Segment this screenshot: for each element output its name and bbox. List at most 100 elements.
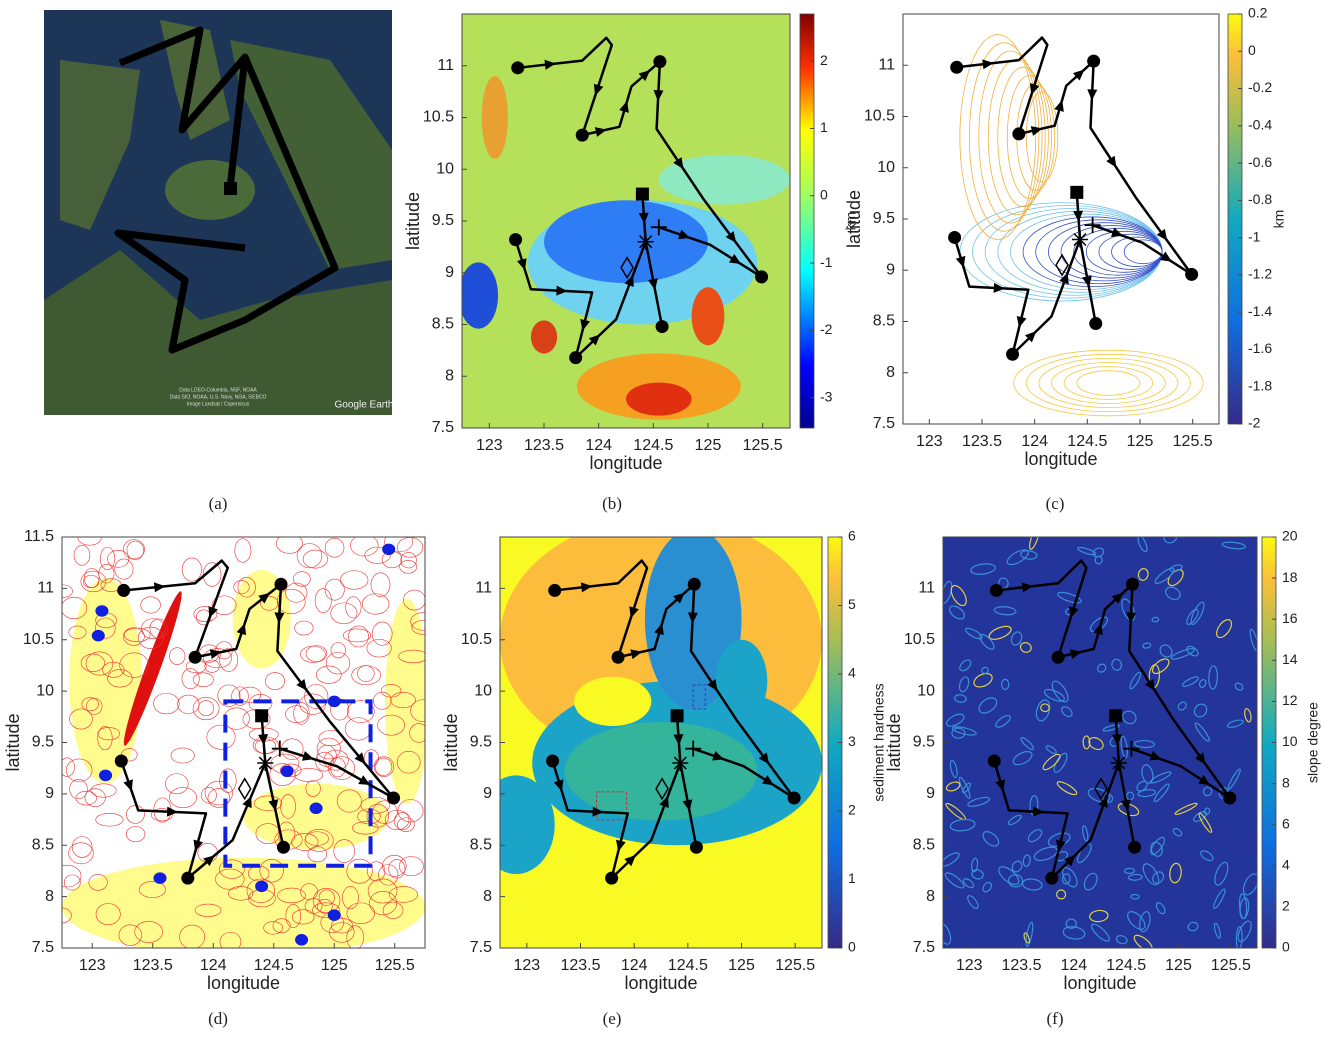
colorbar-tick-label: -1 [1248, 228, 1261, 244]
x-tick-label: 125 [1127, 433, 1154, 450]
plot-area [903, 14, 1219, 424]
colorbar-tick-label: 20 [1282, 528, 1298, 544]
waypoint [653, 55, 666, 68]
colorbar-tick-label: 0 [820, 186, 828, 202]
waypoint [576, 129, 589, 142]
y-tick-label: 9 [483, 785, 492, 802]
colorbar-tick-label: 12 [1282, 692, 1298, 708]
y-tick-label: 9.5 [913, 734, 935, 751]
x-axis-label: longitude [1024, 449, 1097, 469]
background-texture [574, 677, 651, 726]
y-tick-label: 8.5 [470, 836, 492, 853]
colorbar-tick-label: 1 [848, 870, 856, 886]
colorbar-tick-label: 1 [820, 119, 828, 135]
x-tick-label: 123.5 [1001, 957, 1041, 974]
y-tick-label: 11 [878, 56, 895, 73]
colorbar-tick-label: -1.6 [1248, 340, 1272, 356]
background-texture [716, 640, 768, 722]
background-texture [531, 320, 557, 353]
x-tick-label: 124.5 [1106, 957, 1146, 974]
waypoint [117, 584, 130, 597]
colorbar-tick-label: 3 [848, 733, 856, 749]
y-tick-label: 9.5 [432, 212, 454, 229]
colorbar-tick-label: -1.2 [1248, 266, 1272, 282]
x-tick-label: 125.5 [743, 437, 783, 454]
waypoint [755, 270, 768, 283]
x-tick-label: 125.5 [375, 957, 415, 974]
y-tick-label: 8 [445, 367, 454, 384]
y-tick-label: 7.5 [470, 939, 492, 956]
star-point [638, 234, 654, 250]
y-tick-label: 10.5 [864, 108, 895, 125]
background-texture [943, 537, 1257, 948]
panel: 123123.5124124.5125125.57.588.599.51010.… [441, 516, 887, 992]
background-texture [544, 200, 708, 283]
x-tick-label: 125.5 [1211, 957, 1251, 974]
plot-area [477, 516, 822, 948]
x-tick-label: 125 [695, 437, 722, 454]
start-point [1109, 709, 1122, 722]
background-texture [382, 544, 395, 556]
colorbar-tick-label: 2 [1282, 898, 1290, 914]
x-tick-label: 123 [476, 437, 503, 454]
waypoint [1089, 317, 1102, 330]
waypoint [548, 584, 561, 597]
colorbar-tick-label: -1.8 [1248, 377, 1272, 393]
background-texture [295, 934, 308, 946]
watermark: Google Earth [335, 400, 394, 411]
colorbar [1228, 14, 1242, 424]
caption: (a) [209, 494, 228, 513]
waypoint [656, 320, 669, 333]
y-tick-label: 9.5 [32, 734, 54, 751]
background-texture [95, 605, 108, 617]
x-tick-label: 125 [1165, 957, 1192, 974]
colorbar-tick-label: -0.8 [1248, 191, 1272, 207]
y-tick-label: 10 [36, 682, 54, 699]
colorbar-tick-label: 4 [848, 665, 856, 681]
land [165, 160, 255, 220]
x-tick-label: 123 [916, 433, 943, 450]
attribution: Data LDEO-Columbia, NSF, NOAA [179, 387, 257, 393]
colorbar-tick-label: -1.4 [1248, 303, 1272, 319]
colorbar-tick-label: 0 [1282, 939, 1290, 955]
x-tick-label: 124.5 [633, 437, 673, 454]
start-point [671, 709, 684, 722]
y-axis-label: latitude [403, 192, 423, 250]
caption: (f) [1047, 1009, 1064, 1028]
y-tick-label: 9.5 [470, 734, 492, 751]
plot-area [52, 530, 435, 956]
waypoint [115, 754, 128, 767]
y-tick-label: 11 [37, 580, 54, 597]
plot-area [459, 14, 790, 428]
y-tick-label: 7.5 [32, 939, 54, 956]
waypoint [511, 61, 524, 74]
start-marker [224, 182, 237, 195]
colorbar-tick-label: 18 [1282, 569, 1298, 585]
waypoint [1126, 578, 1139, 591]
colorbar-tick-label: 0.2 [1248, 5, 1268, 21]
x-tick-label: 124.5 [254, 957, 294, 974]
background-texture [903, 14, 1219, 424]
waypoint [189, 651, 202, 664]
colorbar-tick-label: 2 [848, 802, 856, 818]
star-point [257, 755, 273, 771]
waypoint [277, 841, 290, 854]
y-tick-label: 10 [917, 682, 935, 699]
caption: (c) [1046, 494, 1065, 513]
start-point [1070, 186, 1083, 199]
y-tick-label: 10.5 [461, 631, 492, 648]
y-tick-label: 10.5 [904, 631, 935, 648]
background-texture [310, 803, 323, 815]
waypoint [275, 578, 288, 591]
y-tick-label: 8 [483, 888, 492, 905]
background-texture [99, 770, 112, 782]
star-point [1111, 755, 1127, 771]
y-tick-label: 8.5 [873, 313, 895, 330]
background-texture [92, 630, 105, 642]
colorbar-label: km [1271, 210, 1287, 229]
x-tick-label: 125.5 [775, 957, 815, 974]
background-texture [692, 287, 725, 345]
y-tick-label: 10.5 [23, 631, 54, 648]
panel: 123123.5124124.5125125.57.588.599.51010.… [884, 528, 1321, 993]
x-tick-label: 124.5 [668, 957, 708, 974]
